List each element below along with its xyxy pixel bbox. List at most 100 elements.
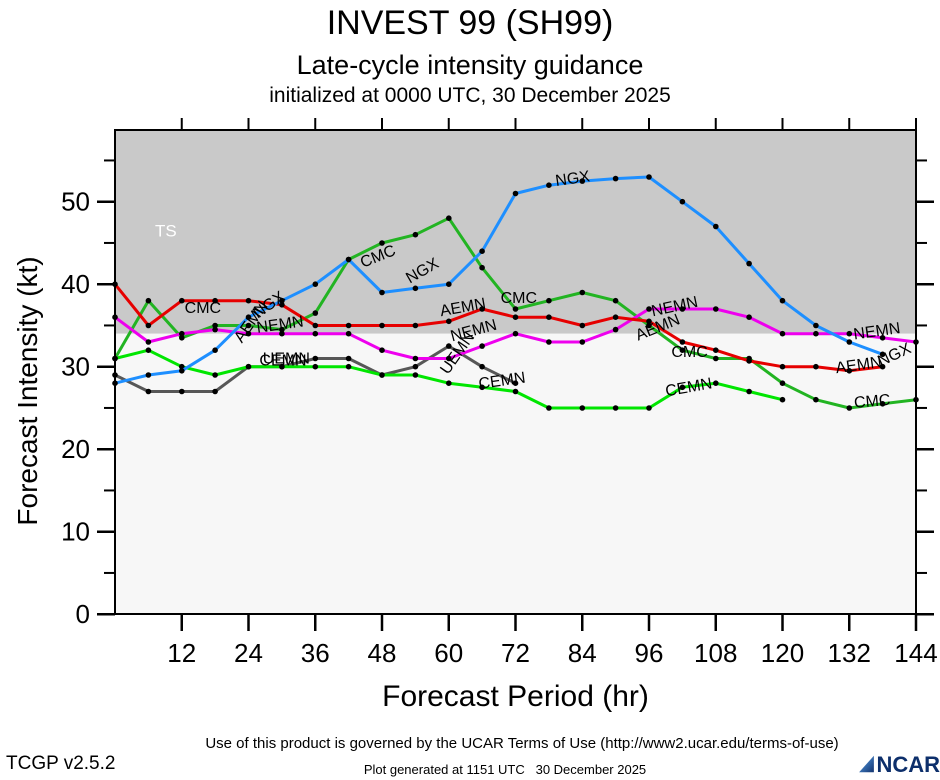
data-point-CEMN-18h: [212, 372, 218, 378]
data-point-CMC-66h: [479, 264, 485, 271]
data-point-AEMN-132h: [846, 368, 853, 374]
data-point-UEMN-42h: [345, 355, 352, 362]
y-tick-label: 20: [61, 434, 90, 464]
series-line-NGX: [113, 175, 885, 385]
data-point-NGX-108h: [713, 223, 719, 230]
data-point-CMC-102h: [679, 347, 686, 354]
data-point-NGX-126h: [813, 322, 819, 329]
data-point-AEMN-24h: [245, 297, 252, 304]
data-point-NEMN-90h: [612, 326, 619, 333]
data-point-NEMN-54h: [412, 355, 419, 362]
ts-region-label: TS: [155, 221, 177, 240]
line-label-uemn: UEMN: [263, 350, 310, 367]
line-label-cmc: CMC: [671, 344, 707, 361]
data-point-NGX-60h: [446, 281, 452, 288]
data-point-CMC-120h: [779, 380, 786, 387]
ncar-logo-triangle-icon: [859, 755, 874, 773]
data-point-CMC-78h: [546, 297, 552, 304]
data-point-NGX-18h: [212, 347, 218, 354]
data-point-CMC-30h: [279, 326, 285, 333]
x-tick-label: 24: [234, 638, 263, 668]
data-point-AEMN-78h: [546, 314, 552, 321]
data-point-NEMN-96h: [646, 306, 652, 312]
data-point-CMC-60h: [446, 215, 452, 221]
line-label-nemn: NEMN: [256, 313, 305, 336]
series-line-AEMN: [113, 282, 885, 373]
data-point-AEMN-138h: [879, 363, 886, 370]
data-point-NGX-42h: [345, 256, 352, 263]
line-label-cemn: CEMN: [259, 352, 306, 369]
data-point-CEMN-102h: [679, 384, 686, 391]
data-point-CMC-54h: [412, 231, 419, 238]
data-point-NGX-12h: [179, 368, 185, 374]
data-point-CEMN-60h: [446, 380, 452, 387]
data-point-CEMN-96h: [646, 405, 652, 411]
data-point-NEMN-36h: [312, 330, 319, 337]
data-point-AEMN-48h: [379, 322, 385, 329]
data-point-NEMN-24h: [245, 330, 252, 337]
x-tick-label: 108: [694, 638, 737, 668]
data-point-AEMN-96h: [646, 318, 652, 325]
data-point-CEMN-120h: [779, 396, 786, 403]
x-tick-label: 60: [434, 638, 463, 668]
y-tick-label: 0: [76, 599, 90, 629]
data-point-UEMN-72h: [512, 380, 519, 387]
line-label-ngx: NGX: [554, 168, 591, 190]
data-point-UEMN-12h: [179, 388, 185, 395]
data-point-CEMN-36h: [312, 363, 319, 370]
x-tick-label: 84: [568, 638, 597, 668]
data-point-AEMN-72h: [512, 314, 519, 321]
data-point-NGX-138h: [879, 351, 886, 358]
line-label-nemn: NEMN: [852, 320, 901, 343]
y-tick-label: 40: [61, 269, 90, 299]
x-tick-label: 120: [761, 638, 804, 668]
data-point-NEMN-132h: [846, 330, 853, 337]
data-point-CMC-12h: [179, 335, 185, 341]
x-tick-label: 36: [301, 638, 330, 668]
data-point-CMC-18h: [212, 322, 218, 329]
data-point-NGX-96h: [646, 174, 652, 180]
data-point-CEMN-6h: [145, 347, 152, 354]
data-point-NEMN-108h: [713, 306, 719, 312]
data-point-CMC-126h: [813, 396, 819, 403]
x-tick-label: 96: [635, 638, 664, 668]
data-point-CEMN-78h: [546, 405, 552, 411]
x-tick-label: 72: [501, 638, 530, 668]
data-point-NEMN-66h: [479, 343, 485, 349]
data-point-UEMN-6h: [145, 388, 152, 395]
data-point-CMC-84h: [579, 289, 586, 296]
data-point-NEMN-84h: [579, 339, 586, 345]
data-point-CEMN-90h: [612, 405, 619, 411]
data-point-CEMN-72h: [512, 388, 519, 395]
data-point-NEMN-78h: [546, 339, 552, 345]
data-point-CEMN-24h: [245, 363, 252, 370]
data-point-UEMN-36h: [312, 355, 319, 362]
data-point-NGX-36h: [312, 281, 319, 288]
data-point-AEMN-102h: [679, 339, 686, 345]
data-point-NGX-78h: [546, 182, 552, 188]
data-point-NGX-84h: [579, 178, 586, 184]
data-point-CEMN-84h: [579, 405, 586, 411]
x-tick-label: 48: [368, 638, 397, 668]
plot-border: [114, 129, 917, 615]
ncar-logo: NCAR: [858, 748, 940, 780]
data-point-CEMN-48h: [379, 372, 385, 378]
page-subtitle: Late-cycle intensity guidance: [296, 50, 644, 80]
ncar-logo-text: NCAR: [876, 752, 940, 777]
data-point-AEMN-30h: [279, 302, 285, 308]
x-tick-label: 132: [828, 638, 871, 668]
data-point-CMC-138h: [879, 401, 886, 407]
data-point-CMC-108h: [713, 355, 719, 362]
y-tick-label: 10: [61, 517, 90, 547]
data-point-CMC-48h: [379, 240, 385, 246]
data-point-AEMN-42h: [345, 322, 352, 329]
data-point-NGX-48h: [379, 289, 385, 296]
line-label-aemn: AEMN: [835, 354, 883, 377]
data-point-CMC-36h: [312, 310, 319, 316]
plot-generated-timestamp: Plot generated at 1151 UTC 30 December 2…: [363, 762, 647, 777]
data-point-UEMN-54h: [412, 363, 419, 370]
data-point-CEMN-54h: [412, 372, 419, 378]
data-point-AEMN-60h: [446, 318, 452, 325]
